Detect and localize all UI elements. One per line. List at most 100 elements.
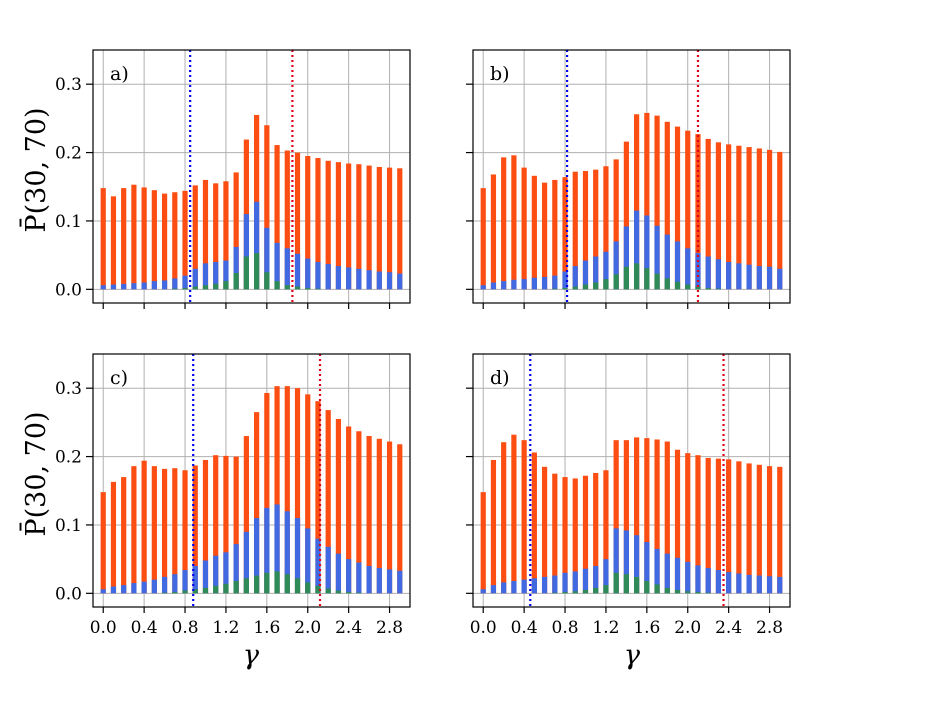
bar-mid xyxy=(634,210,640,290)
bar-mid xyxy=(243,531,249,594)
y-tick-label: 0.3 xyxy=(55,379,82,399)
x-tick-label: 0.4 xyxy=(131,618,158,638)
bar-total xyxy=(726,144,732,290)
bar-mid xyxy=(202,560,209,594)
bar-mid xyxy=(511,581,517,594)
bar-total xyxy=(541,182,548,290)
bar-low xyxy=(346,591,352,594)
bar-total xyxy=(346,163,352,290)
bar-low xyxy=(243,578,249,594)
bar-low xyxy=(685,284,691,290)
bar-mid xyxy=(562,271,568,290)
bar-mid xyxy=(284,248,290,290)
bar-mid xyxy=(335,266,342,290)
bar-low xyxy=(315,288,321,290)
bar-mid xyxy=(715,259,722,290)
grid xyxy=(93,50,410,303)
bar-mid xyxy=(582,260,589,290)
bar-low xyxy=(593,587,599,594)
bar-low xyxy=(356,592,362,594)
bar-mid xyxy=(695,565,701,594)
panel-a: 0.0 0.1 0.2 0.3 a) xyxy=(55,49,411,309)
x-tick-label: 0.0 xyxy=(90,618,117,638)
bar-total xyxy=(644,112,650,290)
bar-mid xyxy=(634,535,640,594)
bar-total xyxy=(613,440,619,594)
y-tick-label: 0.2 xyxy=(55,144,82,164)
x-tick-label: 0.4 xyxy=(511,618,538,638)
bar-total xyxy=(356,164,362,290)
bar-low xyxy=(294,286,301,290)
bar-mid xyxy=(582,568,589,594)
y-tick-label: 0.1 xyxy=(55,212,82,232)
bar-mid xyxy=(315,538,321,594)
bars xyxy=(100,114,403,290)
bar-mid xyxy=(685,561,691,594)
bar-total xyxy=(264,125,270,290)
bar-total xyxy=(654,439,660,594)
y-tick-label: 0.0 xyxy=(55,280,82,300)
bar-mid xyxy=(397,273,403,290)
x-axis-label-left: γ xyxy=(243,640,260,671)
bar-low xyxy=(582,284,589,290)
bar-total xyxy=(593,472,599,594)
bar-low xyxy=(705,287,711,290)
bar-total xyxy=(705,457,711,594)
bar-low xyxy=(274,571,280,594)
bar-mid xyxy=(131,283,137,290)
bar-total xyxy=(213,183,219,290)
grid xyxy=(473,50,790,303)
bar-low xyxy=(572,591,578,594)
bar-mid xyxy=(705,568,711,594)
bar-mid xyxy=(777,576,783,594)
bar-mid xyxy=(213,261,219,290)
bar-total xyxy=(531,452,537,594)
bar-low xyxy=(654,584,660,594)
bar-mid xyxy=(613,241,619,290)
bar-low xyxy=(192,589,198,594)
bar-total xyxy=(644,438,650,594)
bar-mid xyxy=(715,570,722,594)
x-tick-label: 2.0 xyxy=(674,618,701,638)
x-tick-label: 2.8 xyxy=(376,618,403,638)
bar-mid xyxy=(325,264,331,290)
bar-total xyxy=(511,434,517,594)
bar-total xyxy=(376,166,382,290)
bar-mid xyxy=(223,552,229,594)
bar-low xyxy=(233,581,239,594)
bar-total xyxy=(335,162,342,290)
bar-total xyxy=(603,470,609,594)
bar-low xyxy=(695,591,701,594)
bar-mid xyxy=(756,266,762,290)
bar-total xyxy=(335,418,342,594)
bar-total xyxy=(202,459,209,594)
bar-low xyxy=(654,273,660,290)
bar-total xyxy=(315,158,321,290)
bar-low xyxy=(634,576,640,594)
bar-total xyxy=(376,438,382,594)
bar-total xyxy=(664,121,670,290)
bar-total xyxy=(223,181,229,290)
bar-mid xyxy=(305,528,311,594)
bar-total xyxy=(664,441,670,594)
bar-low xyxy=(613,274,619,290)
panel-label: d) xyxy=(490,367,510,389)
bar-mid xyxy=(233,246,239,290)
bar-mid xyxy=(182,570,188,594)
bar-total xyxy=(623,440,629,594)
bar-total xyxy=(182,190,188,290)
bar-mid xyxy=(366,565,372,594)
bar-total xyxy=(572,171,578,290)
bar-total xyxy=(480,492,486,594)
bar-low xyxy=(562,287,568,290)
bar-low xyxy=(603,279,609,290)
bar-low xyxy=(634,263,640,290)
bar-total xyxy=(634,114,640,290)
bar-total xyxy=(131,466,137,594)
bar-total xyxy=(172,192,178,290)
bar-low xyxy=(284,574,290,594)
x-axis-label-right: γ xyxy=(624,640,641,671)
bar-total xyxy=(386,167,393,290)
bar-mid xyxy=(674,557,681,594)
bar-total xyxy=(294,152,301,290)
